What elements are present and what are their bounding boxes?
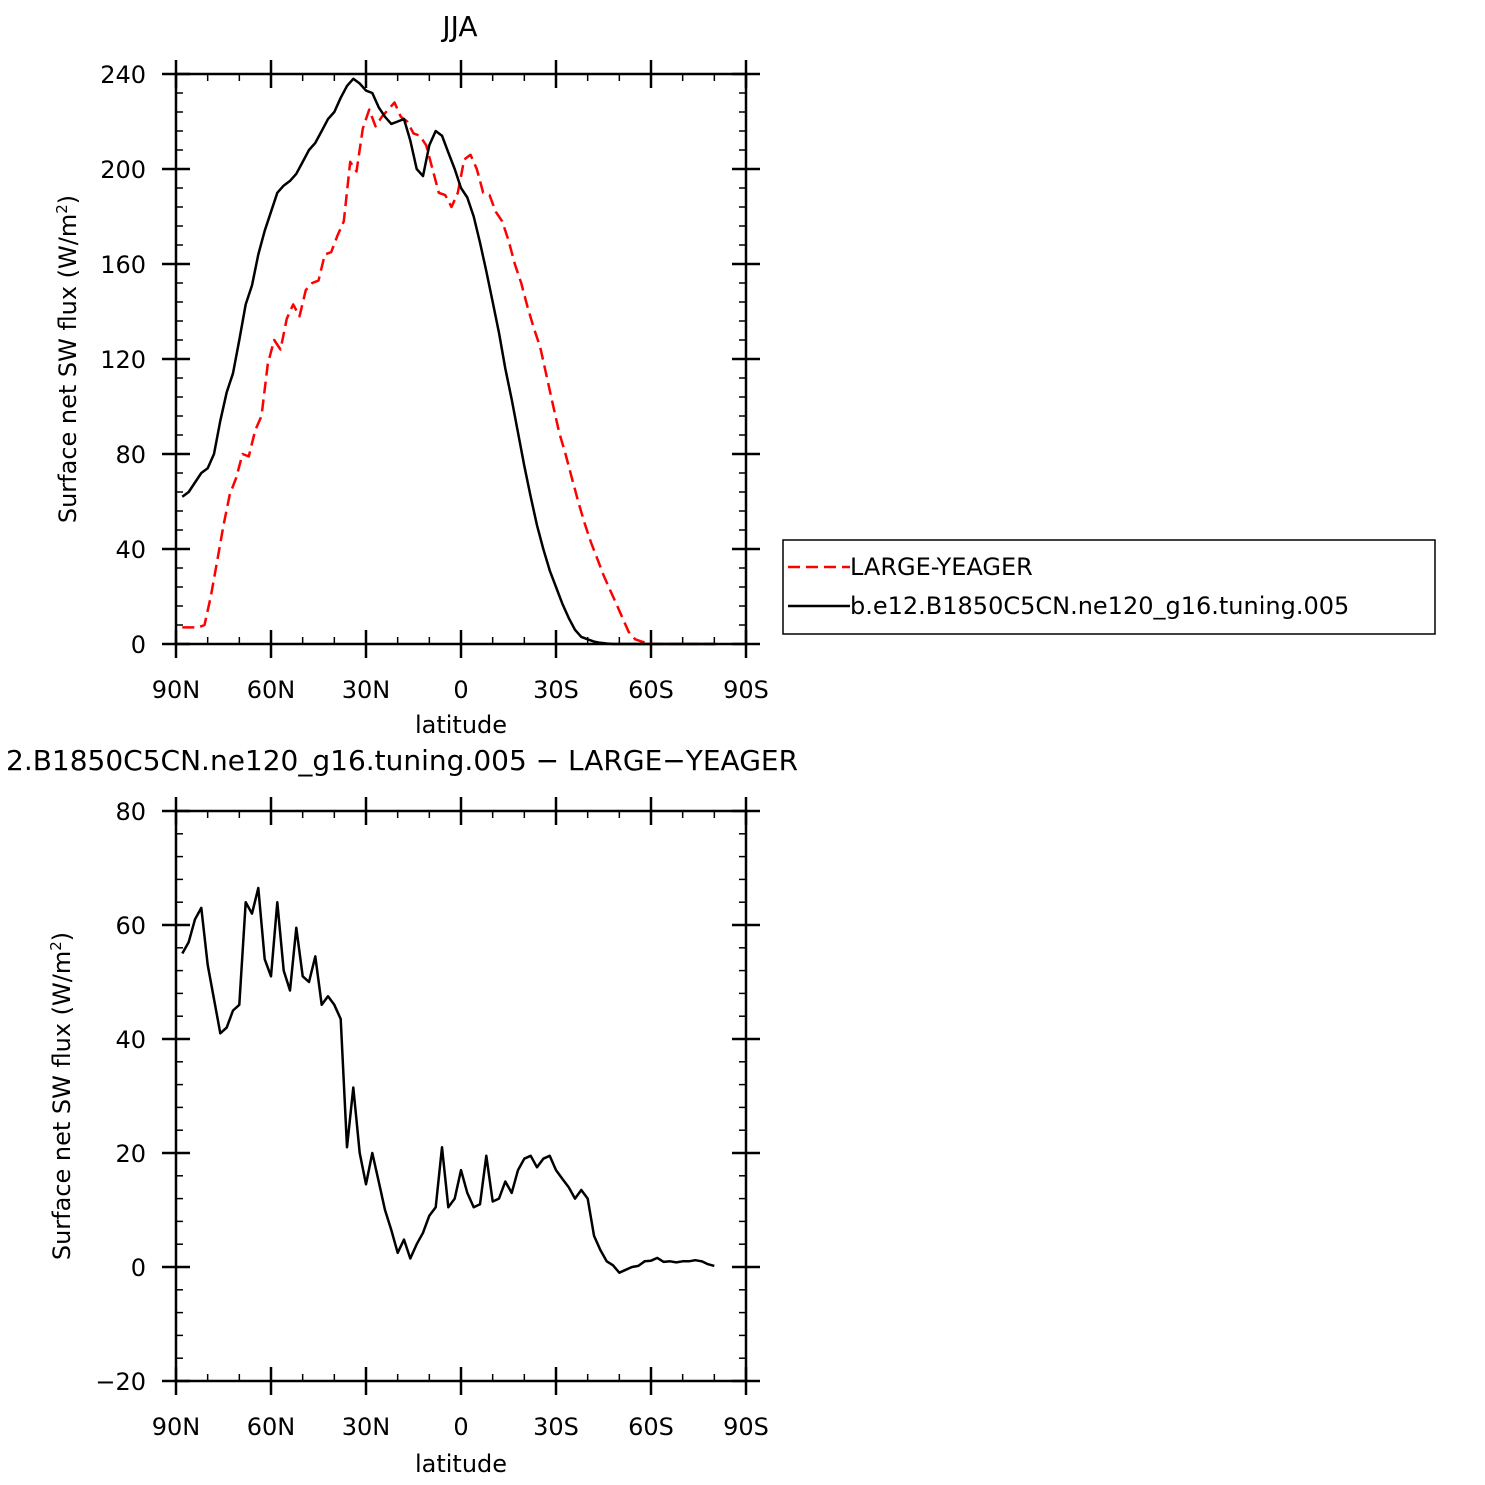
x-tick-labels: 90N 60N 30N 0 30S 60S 90S [152, 1413, 769, 1441]
y-tick-label: 160 [100, 251, 146, 279]
x-tick-label: 0 [453, 1413, 468, 1441]
x-axis-label: latitude [415, 711, 507, 739]
y-axis-label: Surface net SW flux (W/m2) [47, 932, 76, 1260]
series-group [181, 886, 715, 1274]
legend: LARGE-YEAGER b.e12.B1850C5CN.ne120_g16.t… [782, 539, 1436, 635]
y-axis-label-main: Surface net SW flux (W/m [54, 214, 82, 523]
series-group [181, 77, 718, 646]
y-axis-label-sup: 2 [47, 941, 65, 951]
chart-title-difference: 2.B1850C5CN.ne120_g16.tuning.005 − LARGE… [6, 744, 798, 777]
y-axis-label-sup: 2 [53, 204, 71, 214]
y-axis-label: Surface net SW flux (W/m2) [53, 195, 82, 523]
y-axis-label-end: ) [48, 932, 76, 941]
x-tick-label: 30N [342, 676, 391, 704]
x-tick-label: 60N [247, 1413, 296, 1441]
x-tick-label: 90N [152, 1413, 201, 1441]
x-axis-label: latitude [415, 1450, 507, 1478]
series-line-large-yeager [182, 101, 718, 646]
y-tick-label: 40 [115, 1026, 146, 1054]
y-tick-label: 120 [100, 346, 146, 374]
x-tick-label: 90S [723, 676, 769, 704]
x-tick-label: 0 [453, 676, 468, 704]
y-axis-label-end: ) [54, 195, 82, 204]
x-tick-label: 60S [628, 1413, 674, 1441]
x-tick-label: 90N [152, 676, 201, 704]
y-tick-label: 240 [100, 61, 146, 89]
series-line-b-e12-b1850c5cn-ne120-g16-tuning-005 [181, 77, 715, 646]
y-axis-label-main: Surface net SW flux (W/m [48, 951, 76, 1260]
y-tick-label: 40 [115, 536, 146, 564]
axis-ticks [162, 797, 760, 1395]
chart-difference: 2.B1850C5CN.ne120_g16.tuning.005 − LARGE… [6, 744, 798, 1478]
legend-label-tuning: b.e12.B1850C5CN.ne120_g16.tuning.005 [850, 592, 1349, 620]
y-tick-labels: 0 40 80 120 160 200 240 [100, 61, 146, 659]
axis-ticks [162, 60, 760, 658]
y-tick-label: 200 [100, 156, 146, 184]
y-tick-labels: −20 0 20 40 60 80 [95, 798, 146, 1396]
x-tick-label: 30S [533, 1413, 579, 1441]
y-tick-label: 80 [115, 798, 146, 826]
plot-frame [174, 72, 748, 646]
legend-label-large-yeager: LARGE-YEAGER [850, 553, 1033, 581]
x-tick-label: 30S [533, 676, 579, 704]
y-tick-label: 0 [131, 631, 146, 659]
plot-frame [174, 809, 748, 1383]
x-tick-labels: 90N 60N 30N 0 30S 60S 90S [152, 676, 769, 704]
y-tick-label: 20 [115, 1140, 146, 1168]
x-tick-label: 60N [247, 676, 296, 704]
x-tick-label: 90S [723, 1413, 769, 1441]
chart-title: JJA [440, 10, 477, 43]
y-tick-label: 80 [115, 441, 146, 469]
y-tick-label: −20 [95, 1368, 146, 1396]
series-line-difference [181, 886, 715, 1274]
y-tick-label: 60 [115, 912, 146, 940]
x-tick-label: 30N [342, 1413, 391, 1441]
y-tick-label: 0 [131, 1254, 146, 1282]
legend-box [782, 539, 1436, 635]
x-tick-label: 60S [628, 676, 674, 704]
